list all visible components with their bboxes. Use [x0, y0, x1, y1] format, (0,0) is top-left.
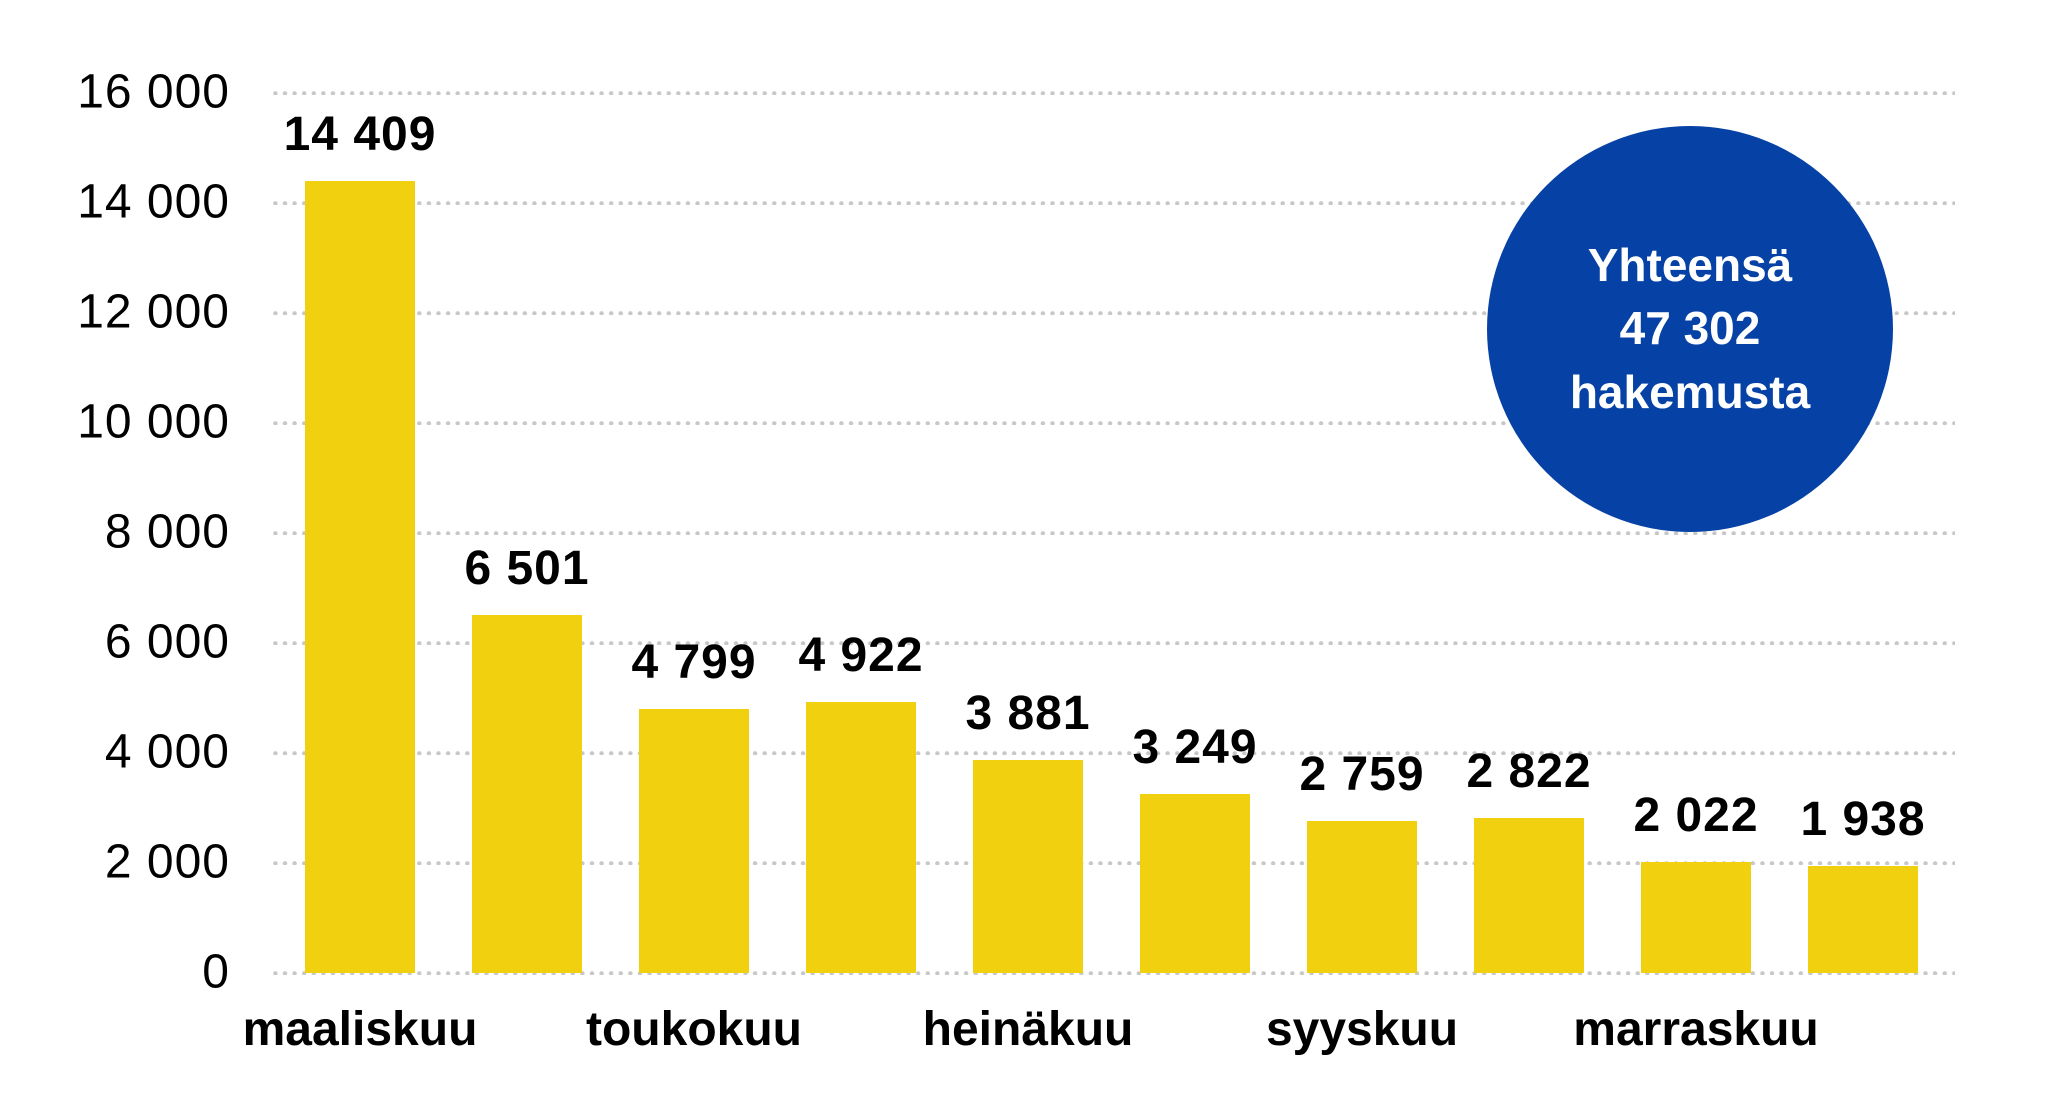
gridline [273, 860, 1955, 866]
bar [639, 709, 749, 973]
bar-value-label: 4 922 [798, 629, 924, 682]
x-axis-tick-label: heinäkuu [922, 1003, 1134, 1056]
bar-value-label: 6 501 [464, 542, 590, 595]
gridline [273, 420, 1955, 426]
y-axis-tick-label: 0 [202, 945, 230, 999]
gridline [273, 310, 1955, 316]
bar-value-label: 1 938 [1800, 793, 1926, 846]
x-axis-tick-label: syyskuu [1265, 1003, 1459, 1056]
y-axis-tick-label: 10 000 [77, 395, 230, 449]
bar-value-label: 3 881 [965, 687, 1091, 740]
x-axis-tick-label: maaliskuu [242, 1003, 478, 1056]
y-axis-tick-label: 14 000 [77, 175, 230, 229]
bar [1474, 818, 1584, 973]
gridline [273, 530, 1955, 536]
annotation-line: 47 302 [1619, 302, 1761, 355]
bar [1641, 862, 1751, 973]
bar-value-label: 2 759 [1299, 748, 1425, 801]
bar [1808, 866, 1918, 973]
bar-value-label: 14 409 [283, 108, 437, 161]
y-axis-tick-label: 4 000 [104, 725, 230, 779]
y-axis-tick-label: 12 000 [77, 285, 230, 339]
annotation-line: hakemusta [1569, 365, 1811, 418]
bar-value-label: 2 022 [1633, 789, 1759, 842]
bar [1307, 821, 1417, 973]
x-axis-tick-label: toukokuu [586, 1003, 802, 1056]
bar [305, 181, 415, 973]
bar [1140, 794, 1250, 973]
bar-value-label: 4 799 [631, 636, 757, 689]
x-axis-tick-label: marraskuu [1573, 1003, 1819, 1056]
bar [806, 702, 916, 973]
gridline [273, 640, 1955, 646]
annotation-line: Yhteensä [1587, 238, 1793, 291]
bar [973, 760, 1083, 973]
bar-value-label: 2 822 [1466, 745, 1592, 798]
total-annotation-circle: Yhteensä 47 302 hakemusta [1487, 126, 1893, 532]
bar-value-label: 3 249 [1132, 721, 1258, 774]
gridline [273, 90, 1955, 96]
gridline [273, 750, 1955, 756]
bar [472, 615, 582, 973]
gridline [273, 970, 1955, 976]
y-axis-tick-label: 8 000 [104, 505, 230, 559]
y-axis-tick-label: 6 000 [104, 615, 230, 669]
gridline [273, 200, 1955, 206]
y-axis-tick-label: 2 000 [104, 835, 230, 889]
y-axis-tick-label: 16 000 [77, 65, 230, 119]
